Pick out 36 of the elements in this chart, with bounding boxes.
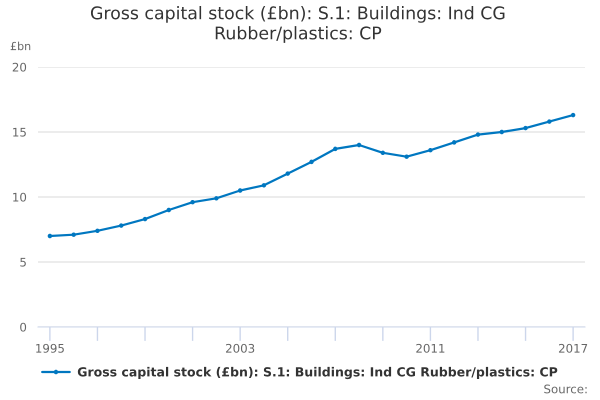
legend-label: Gross capital stock (£bn): S.1: Buildings: Ind CG Rubber/plastics: CP — [78, 366, 558, 380]
y-tick-label: 15 — [13, 128, 26, 137]
point — [356, 142, 362, 148]
x-tick-label: 2017 — [558, 344, 588, 353]
point — [500, 130, 504, 134]
y-tick-label: 10 — [13, 192, 26, 202]
point — [285, 171, 290, 176]
point — [428, 148, 433, 152]
source-note: Source: — [544, 384, 587, 394]
point — [48, 234, 52, 238]
point — [190, 200, 195, 204]
point — [380, 150, 386, 156]
point — [452, 140, 456, 145]
point — [71, 232, 76, 237]
point — [523, 126, 528, 130]
point — [214, 196, 219, 201]
x-tick-label: 2003 — [226, 344, 254, 353]
point — [262, 183, 266, 188]
chart-title: Gross capital stock (£bn): S.1: Buildings: Ind CG Rubber/plastics: CP — [90, 6, 504, 43]
point — [547, 119, 552, 124]
point — [476, 132, 480, 137]
point — [333, 146, 338, 152]
point — [404, 154, 409, 159]
point — [309, 160, 314, 164]
point — [166, 208, 172, 212]
y-axis-title: £bn — [10, 42, 30, 50]
point — [119, 223, 124, 228]
point — [142, 216, 148, 222]
point — [570, 112, 576, 118]
point — [238, 188, 242, 193]
x-tick-label: 2011 — [416, 344, 444, 353]
y-tick-label: 5 — [20, 258, 26, 267]
point — [95, 228, 100, 234]
y-tick-label: 0 — [20, 322, 26, 332]
y-tick-label: 20 — [12, 62, 26, 72]
x-tick-label: 1995 — [36, 344, 64, 353]
